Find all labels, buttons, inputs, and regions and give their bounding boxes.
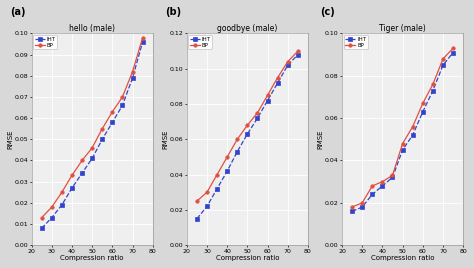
BP	[275, 76, 281, 79]
Legend: IHT, BP: IHT, BP	[33, 35, 57, 49]
BP	[140, 36, 146, 39]
Line: BP: BP	[40, 36, 145, 219]
IHT	[49, 216, 55, 219]
X-axis label: Compression ratio: Compression ratio	[60, 255, 124, 261]
IHT	[380, 184, 385, 188]
IHT	[430, 89, 436, 92]
BP	[450, 47, 456, 50]
IHT	[140, 40, 146, 43]
IHT	[440, 64, 446, 67]
Text: (a): (a)	[10, 6, 25, 17]
BP	[235, 138, 240, 141]
X-axis label: Compression ratio: Compression ratio	[371, 255, 434, 261]
Title: hello (male): hello (male)	[69, 24, 115, 33]
BP	[420, 102, 426, 105]
BP	[224, 155, 230, 159]
IHT	[214, 187, 220, 190]
IHT	[295, 53, 301, 56]
BP	[69, 174, 75, 177]
BP	[119, 95, 125, 99]
BP	[130, 70, 136, 73]
BP	[59, 191, 64, 194]
BP	[295, 50, 301, 53]
Line: BP: BP	[350, 47, 455, 209]
Line: BP: BP	[195, 49, 300, 203]
IHT	[264, 99, 270, 102]
IHT	[255, 117, 260, 120]
IHT	[390, 176, 395, 179]
BP	[194, 199, 200, 203]
Title: goodbye (male): goodbye (male)	[217, 24, 278, 33]
Line: IHT: IHT	[350, 51, 455, 213]
BP	[410, 125, 416, 128]
IHT	[224, 169, 230, 173]
IHT	[100, 138, 105, 141]
IHT	[450, 51, 456, 54]
IHT	[410, 133, 416, 137]
Legend: IHT, BP: IHT, BP	[344, 35, 368, 49]
BP	[285, 60, 291, 63]
Title: Tiger (male): Tiger (male)	[379, 24, 426, 33]
BP	[39, 216, 45, 219]
BP	[430, 83, 436, 86]
Text: (c): (c)	[320, 6, 335, 17]
IHT	[59, 203, 64, 207]
BP	[400, 142, 405, 145]
Line: IHT: IHT	[40, 40, 145, 230]
BP	[380, 180, 385, 183]
BP	[255, 111, 260, 114]
BP	[204, 191, 210, 194]
IHT	[39, 227, 45, 230]
IHT	[245, 132, 250, 136]
BP	[440, 57, 446, 61]
IHT	[349, 210, 355, 213]
IHT	[109, 121, 115, 124]
BP	[109, 110, 115, 113]
BP	[245, 124, 250, 127]
IHT	[275, 81, 281, 84]
BP	[89, 146, 95, 149]
Y-axis label: RMSE: RMSE	[318, 129, 323, 149]
IHT	[285, 64, 291, 67]
BP	[359, 201, 365, 204]
Line: IHT: IHT	[195, 53, 300, 221]
BP	[49, 206, 55, 209]
IHT	[420, 110, 426, 113]
IHT	[204, 205, 210, 208]
BP	[79, 159, 85, 162]
IHT	[359, 206, 365, 209]
BP	[390, 174, 395, 177]
Y-axis label: RMSE: RMSE	[162, 129, 168, 149]
BP	[349, 206, 355, 209]
IHT	[79, 172, 85, 175]
IHT	[369, 193, 375, 196]
Text: (b): (b)	[165, 6, 181, 17]
IHT	[69, 187, 75, 190]
Legend: IHT, BP: IHT, BP	[189, 35, 212, 49]
BP	[264, 94, 270, 97]
BP	[100, 127, 105, 130]
IHT	[235, 150, 240, 153]
X-axis label: Compression ratio: Compression ratio	[216, 255, 279, 261]
IHT	[194, 217, 200, 220]
BP	[369, 184, 375, 188]
IHT	[400, 148, 405, 151]
IHT	[119, 104, 125, 107]
BP	[214, 173, 220, 176]
IHT	[130, 76, 136, 80]
IHT	[89, 157, 95, 160]
Y-axis label: RMSE: RMSE	[7, 129, 13, 149]
